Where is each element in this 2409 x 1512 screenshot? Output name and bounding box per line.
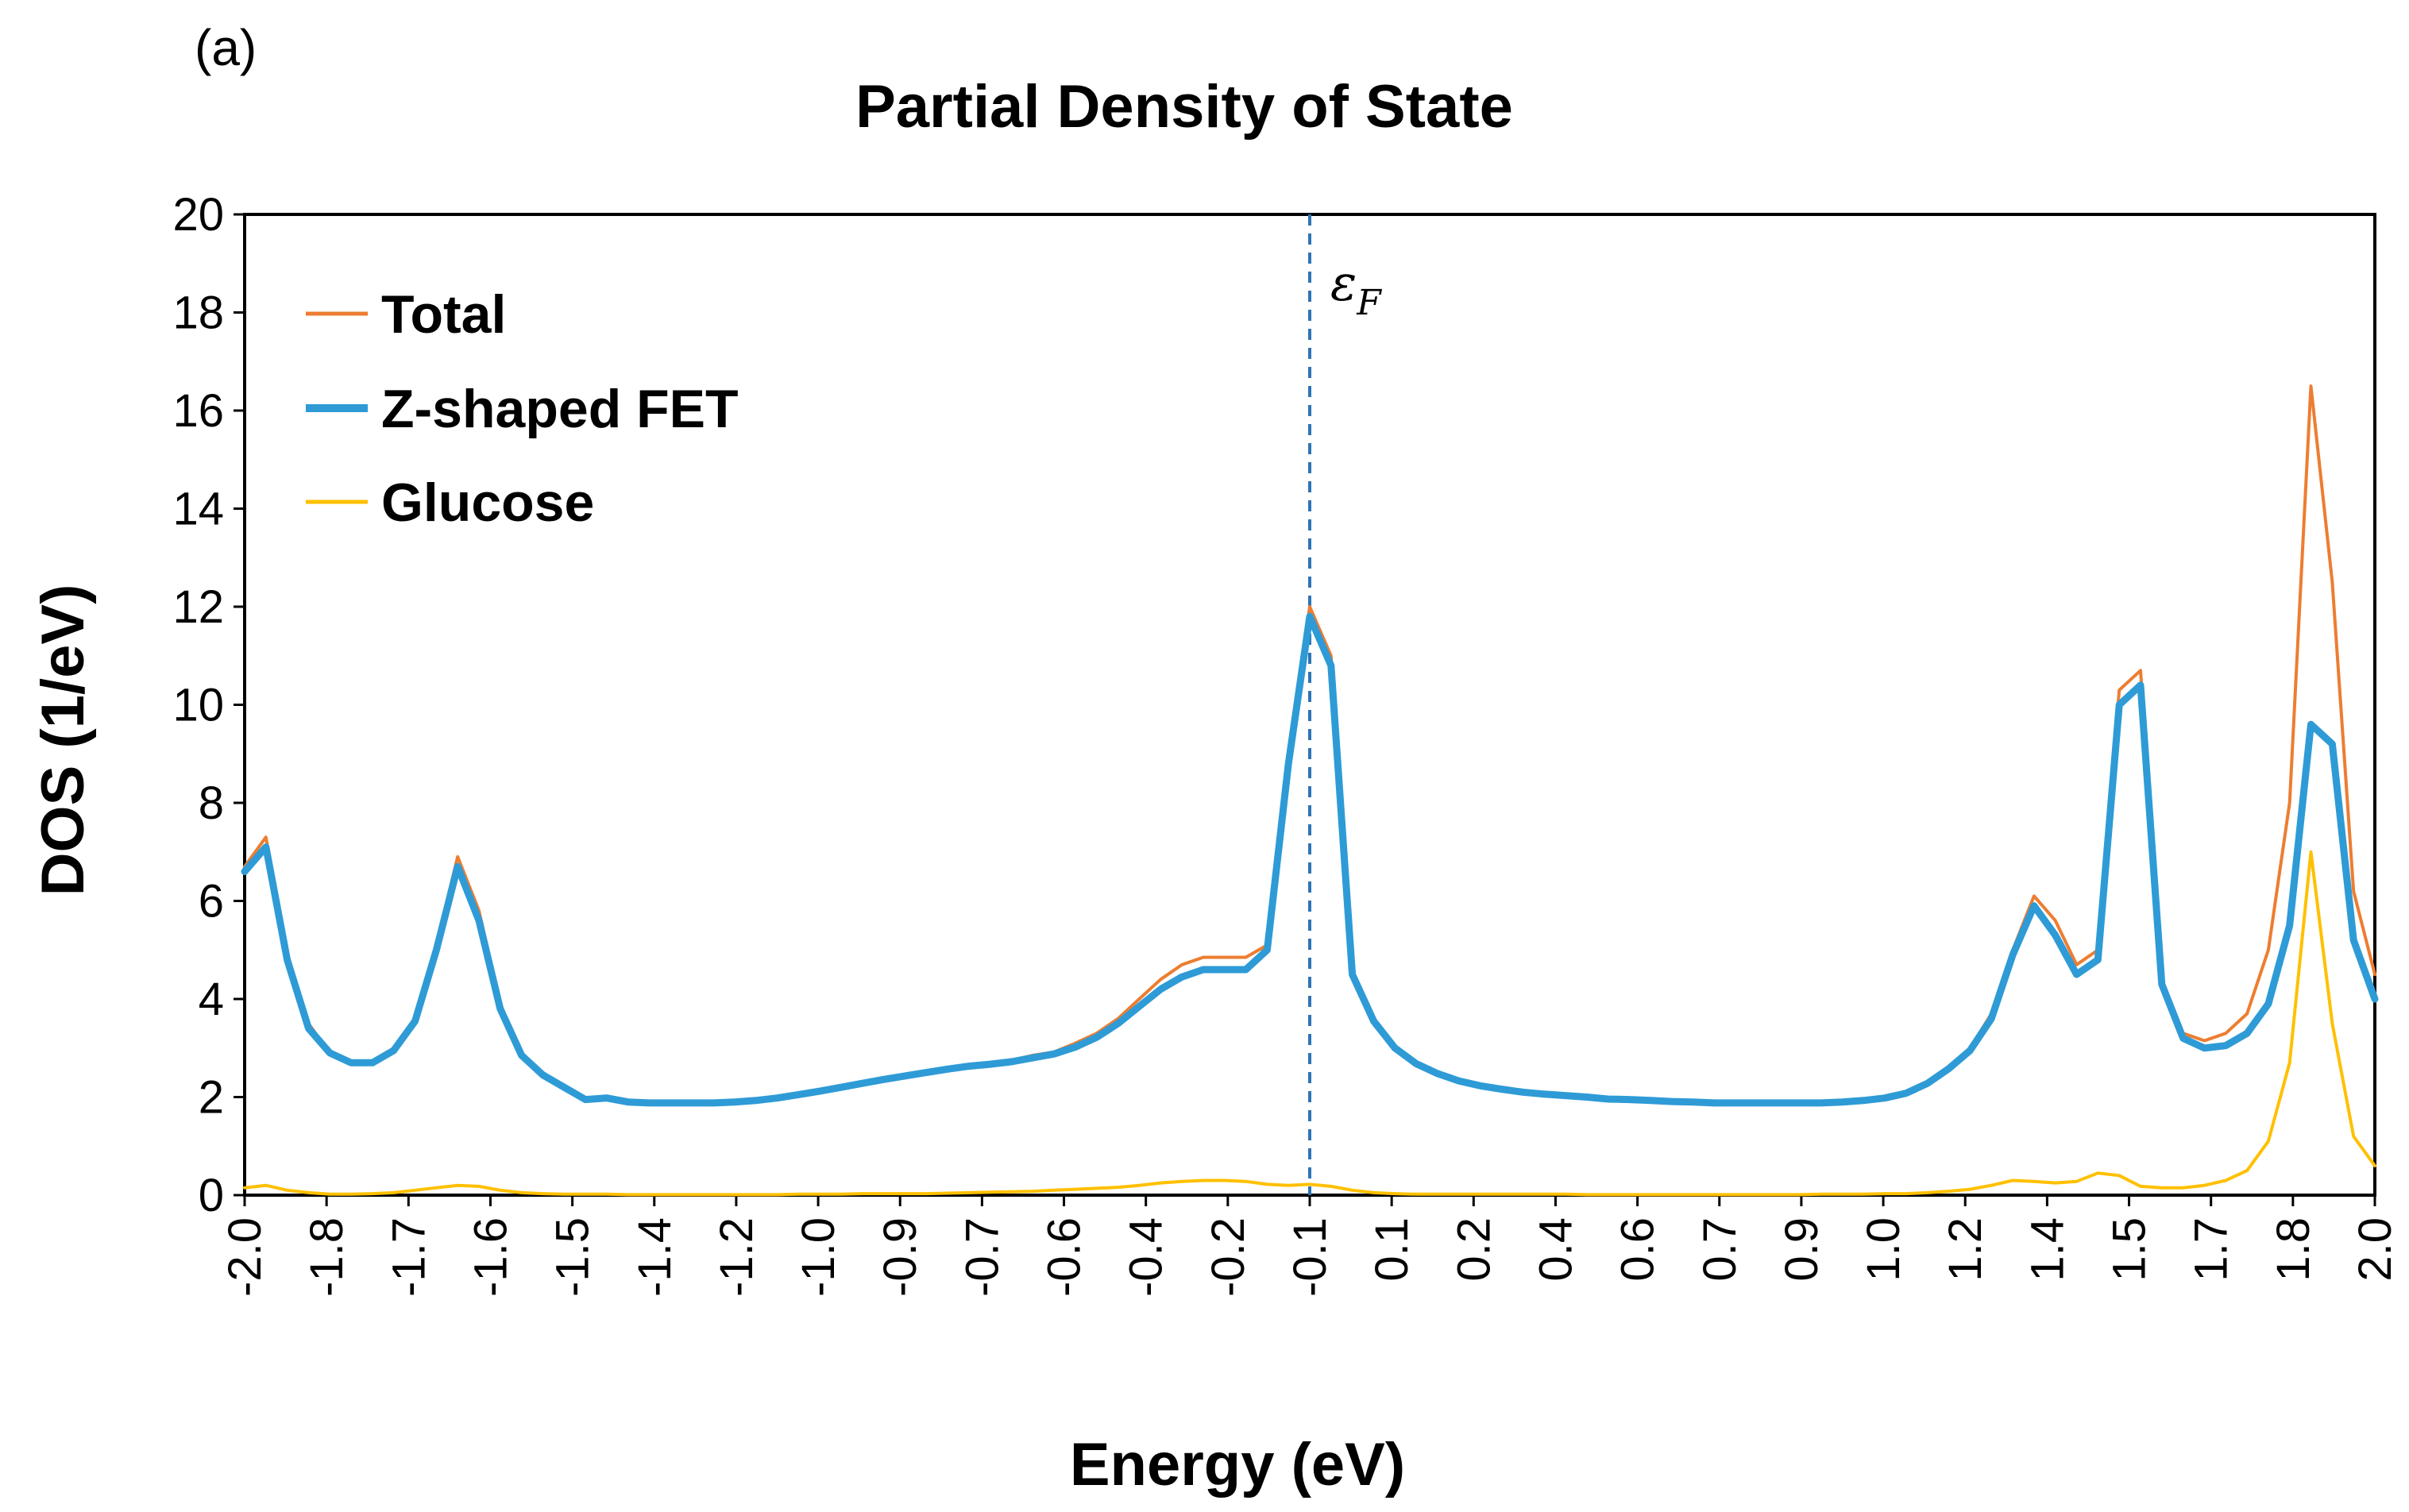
x-tick-label: 0.7 bbox=[1694, 1217, 1746, 1282]
y-tick-label: 6 bbox=[199, 876, 224, 928]
x-tick-label: -0.1 bbox=[1284, 1217, 1336, 1297]
x-tick-label: 0.4 bbox=[1530, 1217, 1581, 1282]
y-axis-title: DOS (1/eV) bbox=[29, 584, 97, 897]
x-tick-label: -0.2 bbox=[1203, 1217, 1254, 1297]
legend-label-glucose: Glucose bbox=[381, 472, 594, 533]
legend: Total Z-shaped FET Glucose bbox=[306, 284, 739, 533]
y-tick-label: 20 bbox=[172, 189, 224, 241]
x-tick-label: -1.0 bbox=[793, 1217, 844, 1297]
x-tick-label: 2.0 bbox=[2349, 1217, 2401, 1282]
x-tick-label: 1.7 bbox=[2186, 1217, 2237, 1282]
x-tick-label: 0.2 bbox=[1448, 1217, 1500, 1282]
legend-label-total: Total bbox=[381, 284, 506, 345]
x-tick-label: -0.9 bbox=[874, 1217, 926, 1297]
plot-area: 0 2 4 6 8 10 12 14 16 18 20 -2.0 -1.8 -1.7 -1.6 -1.5 -1.… bbox=[172, 189, 2401, 1297]
x-tick-label: 1.2 bbox=[1940, 1217, 1991, 1282]
series-line-glucose bbox=[243, 850, 2376, 1197]
series-line-z-shaped-fet bbox=[241, 612, 2379, 1107]
y-tick-label: 4 bbox=[199, 974, 224, 1025]
fermi-level-label: εF bbox=[1330, 254, 1382, 323]
x-tick-label: -1.4 bbox=[629, 1217, 681, 1297]
x-tick-label: -2.0 bbox=[219, 1217, 271, 1297]
y-tick-label: 14 bbox=[172, 484, 224, 535]
fermi-level-subscript: F bbox=[1356, 283, 1382, 323]
y-tick-label: 18 bbox=[172, 287, 224, 339]
fermi-level-symbol: ε bbox=[1330, 254, 1357, 312]
panel-label: (a) bbox=[195, 19, 257, 76]
y-tick-label: 12 bbox=[172, 581, 224, 633]
x-tick-label: -1.2 bbox=[711, 1217, 762, 1297]
x-tick-label: -0.4 bbox=[1121, 1217, 1172, 1297]
legend-label-z-shaped-fet: Z-shaped FET bbox=[381, 379, 739, 439]
x-tick-label: 1.5 bbox=[2104, 1217, 2156, 1282]
x-tick-label: 0.1 bbox=[1366, 1217, 1418, 1282]
x-tick-label: 0.9 bbox=[1776, 1217, 1828, 1282]
y-tick-label: 2 bbox=[199, 1072, 224, 1124]
x-tick-label: 0.6 bbox=[1612, 1217, 1664, 1282]
x-tick-label: 1.8 bbox=[2268, 1217, 2319, 1282]
x-tick-label: -1.5 bbox=[547, 1217, 599, 1297]
y-tick-label: 16 bbox=[172, 385, 224, 437]
x-tick-label: -0.6 bbox=[1039, 1217, 1091, 1297]
x-tick-label: -0.7 bbox=[956, 1217, 1008, 1297]
y-tick-label: 0 bbox=[199, 1170, 224, 1221]
y-tick-label: 8 bbox=[199, 777, 224, 829]
x-tick-label: -1.7 bbox=[383, 1217, 434, 1297]
x-tick-label: 1.4 bbox=[2021, 1217, 2073, 1282]
y-tick-label: 10 bbox=[172, 680, 224, 731]
x-axis-title: Energy (eV) bbox=[1070, 1431, 1405, 1498]
x-tick-label: -1.8 bbox=[301, 1217, 353, 1297]
x-tick-label: -1.6 bbox=[465, 1217, 516, 1297]
x-tick-label: 1.0 bbox=[1858, 1217, 1909, 1282]
chart-title: Partial Density of State bbox=[855, 73, 1513, 141]
